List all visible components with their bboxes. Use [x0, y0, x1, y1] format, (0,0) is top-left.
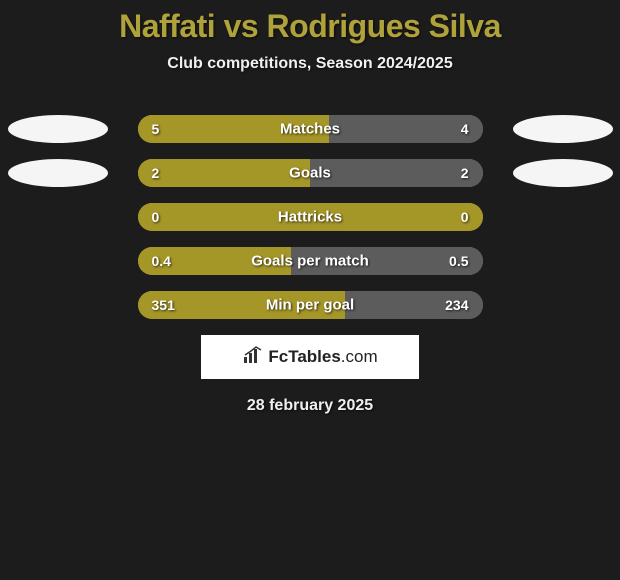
stat-bar: 2 2 Goals	[138, 159, 483, 187]
stat-bar: 351 234 Min per goal	[138, 291, 483, 319]
stat-row: 5 4 Matches	[0, 115, 620, 143]
player-left-marker	[8, 159, 108, 187]
stat-label: Hattricks	[278, 209, 342, 226]
stat-label: Matches	[280, 121, 340, 138]
stat-value-right: 2	[461, 165, 469, 181]
player-left-marker	[8, 115, 108, 143]
stat-value-left: 351	[152, 297, 175, 313]
player-right-marker	[513, 115, 613, 143]
chart-icon	[242, 345, 264, 370]
subtitle: Club competitions, Season 2024/2025	[0, 55, 620, 73]
logo-text-light: .com	[341, 347, 378, 366]
stat-row: 351 234 Min per goal	[0, 291, 620, 319]
stat-label: Goals	[289, 165, 331, 182]
logo-text-bold: FcTables	[268, 347, 340, 366]
stat-value-left: 5	[152, 121, 160, 137]
stat-row: 0 0 Hattricks	[0, 203, 620, 231]
stat-value-left: 2	[152, 165, 160, 181]
page-title: Naffati vs Rodrigues Silva	[0, 8, 620, 45]
stat-value-left: 0.4	[152, 253, 171, 269]
stat-value-right: 4	[461, 121, 469, 137]
stat-row: 2 2 Goals	[0, 159, 620, 187]
fctables-logo: FcTables.com	[201, 335, 419, 379]
stats-list: 5 4 Matches 2 2 Goals 0 0 Hattricks 0.4 0.5 Goals p…	[0, 115, 620, 319]
date-label: 28 february 2025	[0, 397, 620, 415]
stat-value-right: 0.5	[449, 253, 468, 269]
stat-bar: 5 4 Matches	[138, 115, 483, 143]
stat-bar: 0 0 Hattricks	[138, 203, 483, 231]
stat-row: 0.4 0.5 Goals per match	[0, 247, 620, 275]
logo-text: FcTables.com	[268, 347, 377, 367]
comparison-infographic: Naffati vs Rodrigues Silva Club competit…	[0, 0, 620, 415]
stat-label: Goals per match	[251, 253, 369, 270]
stat-label: Min per goal	[266, 297, 354, 314]
stat-value-right: 234	[445, 297, 468, 313]
stat-bar: 0.4 0.5 Goals per match	[138, 247, 483, 275]
player-right-marker	[513, 159, 613, 187]
stat-value-left: 0	[152, 209, 160, 225]
stat-value-right: 0	[461, 209, 469, 225]
